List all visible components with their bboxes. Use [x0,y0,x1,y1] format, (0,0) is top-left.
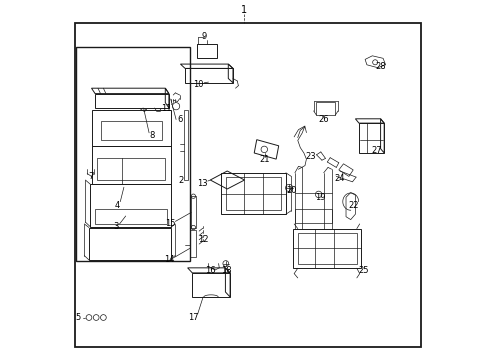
Bar [76,47,189,261]
Text: 16: 16 [204,266,215,275]
Text: 1: 1 [240,5,246,15]
Text: 18: 18 [221,266,232,275]
Text: 19: 19 [315,193,325,202]
Text: 21: 21 [259,155,269,163]
Text: 20: 20 [285,186,296,195]
Text: 27: 27 [370,146,381,155]
Bar [101,121,162,140]
Bar [97,158,165,180]
Text: 5: 5 [76,313,81,322]
Text: 7: 7 [88,172,94,181]
Text: 24: 24 [334,174,345,183]
Text: 17: 17 [188,313,198,322]
Text: 14: 14 [164,256,175,264]
Text: 6: 6 [177,115,183,124]
Text: 26: 26 [317,115,328,124]
Text: 8: 8 [149,131,154,140]
Bar [189,230,196,257]
Bar [197,44,216,58]
Text: 4: 4 [115,201,120,210]
Bar [183,110,188,180]
Text: 12: 12 [198,235,208,244]
Text: 11: 11 [161,104,171,113]
Text: 13: 13 [197,179,207,188]
Text: 3: 3 [113,222,119,231]
Bar [316,102,335,115]
Text: 9: 9 [201,32,206,41]
Text: 23: 23 [305,152,315,161]
Text: 2: 2 [179,176,184,185]
Text: 22: 22 [348,201,359,210]
Text: 10: 10 [193,80,203,89]
Text: 25: 25 [358,266,368,275]
Text: 15: 15 [165,219,176,228]
Text: 28: 28 [374,62,385,71]
